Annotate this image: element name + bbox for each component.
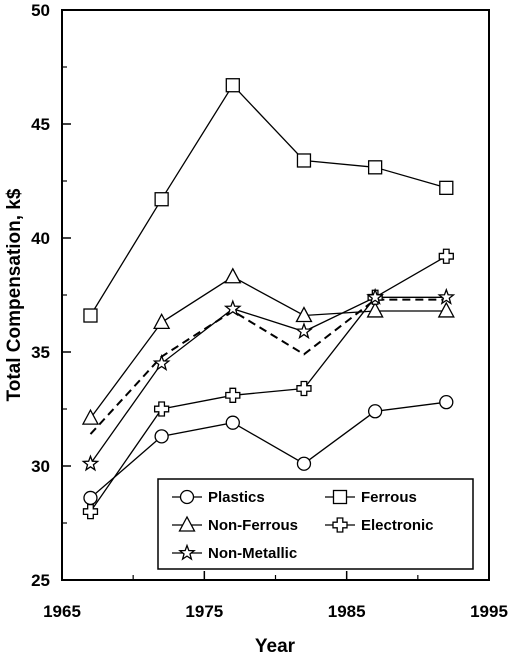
data-point-plastics [83, 490, 98, 506]
data-point-non-ferrous [153, 312, 171, 330]
data-point-non-metallic [437, 287, 456, 305]
data-point-non-ferrous [437, 301, 455, 318]
legend-label: Non-Metallic [208, 545, 297, 562]
series-line-ferrous [89, 84, 447, 316]
data-point-non-ferrous [81, 408, 100, 425]
legend-label: Non-Ferrous [208, 517, 298, 534]
data-point-non-ferrous [224, 267, 242, 284]
data-point-ferrous [83, 308, 98, 323]
legend-marker-ferrous [332, 489, 348, 505]
data-point-plastics [367, 404, 383, 419]
legend-marker-non-metallic [178, 543, 196, 561]
x-tick-label: 1975 [185, 602, 223, 621]
data-point-non-ferrous [295, 306, 313, 323]
legend-label: Ferrous [361, 489, 417, 506]
series-line-non-ferrous [89, 276, 447, 419]
data-point-plastics [154, 429, 169, 444]
y-tick-label: 25 [31, 571, 50, 590]
data-point-ferrous [439, 180, 454, 195]
data-point-electronic [225, 387, 241, 403]
x-tick-label: 1985 [328, 602, 366, 621]
data-point-plastics [439, 395, 454, 410]
legend-marker-electronic [332, 517, 348, 533]
data-point-ferrous [296, 153, 312, 168]
legend-label: Electronic [361, 517, 434, 534]
data-point-non-metallic [152, 354, 171, 372]
y-tick-label: 45 [31, 115, 50, 134]
data-point-plastics [225, 415, 240, 430]
y-axis-title: Total Compensation, k$ [4, 188, 25, 401]
legend-marker-non-ferrous [178, 515, 196, 532]
data-point-electronic [438, 248, 454, 264]
series-line-electronic [89, 255, 447, 512]
data-point-non-metallic [366, 287, 385, 305]
series-line-plastics [90, 401, 447, 499]
y-tick-label: 30 [31, 457, 50, 476]
data-point-electronic [82, 503, 99, 520]
data-point-plastics [296, 456, 312, 471]
y-tick-label: 35 [31, 343, 50, 362]
series-line-non-metallic [89, 296, 447, 465]
x-axis-title: Year [255, 636, 296, 657]
data-point-electronic [153, 401, 170, 417]
data-point-non-metallic [223, 299, 242, 317]
data-point-ferrous [225, 78, 240, 93]
x-tick-label: 1965 [43, 602, 81, 621]
data-point-non-metallic [81, 454, 100, 472]
data-point-non-metallic [295, 322, 313, 340]
data-point-electronic [296, 380, 312, 397]
x-tick-label: 1995 [470, 602, 508, 621]
data-point-non-ferrous [366, 301, 384, 318]
legend-label: Plastics [208, 489, 265, 506]
y-tick-label: 50 [31, 1, 50, 20]
y-tick-label: 40 [31, 229, 50, 248]
data-point-ferrous [154, 192, 169, 207]
legend-marker-plastics [179, 489, 195, 505]
data-point-ferrous [367, 160, 383, 175]
legend-box [157, 478, 474, 570]
